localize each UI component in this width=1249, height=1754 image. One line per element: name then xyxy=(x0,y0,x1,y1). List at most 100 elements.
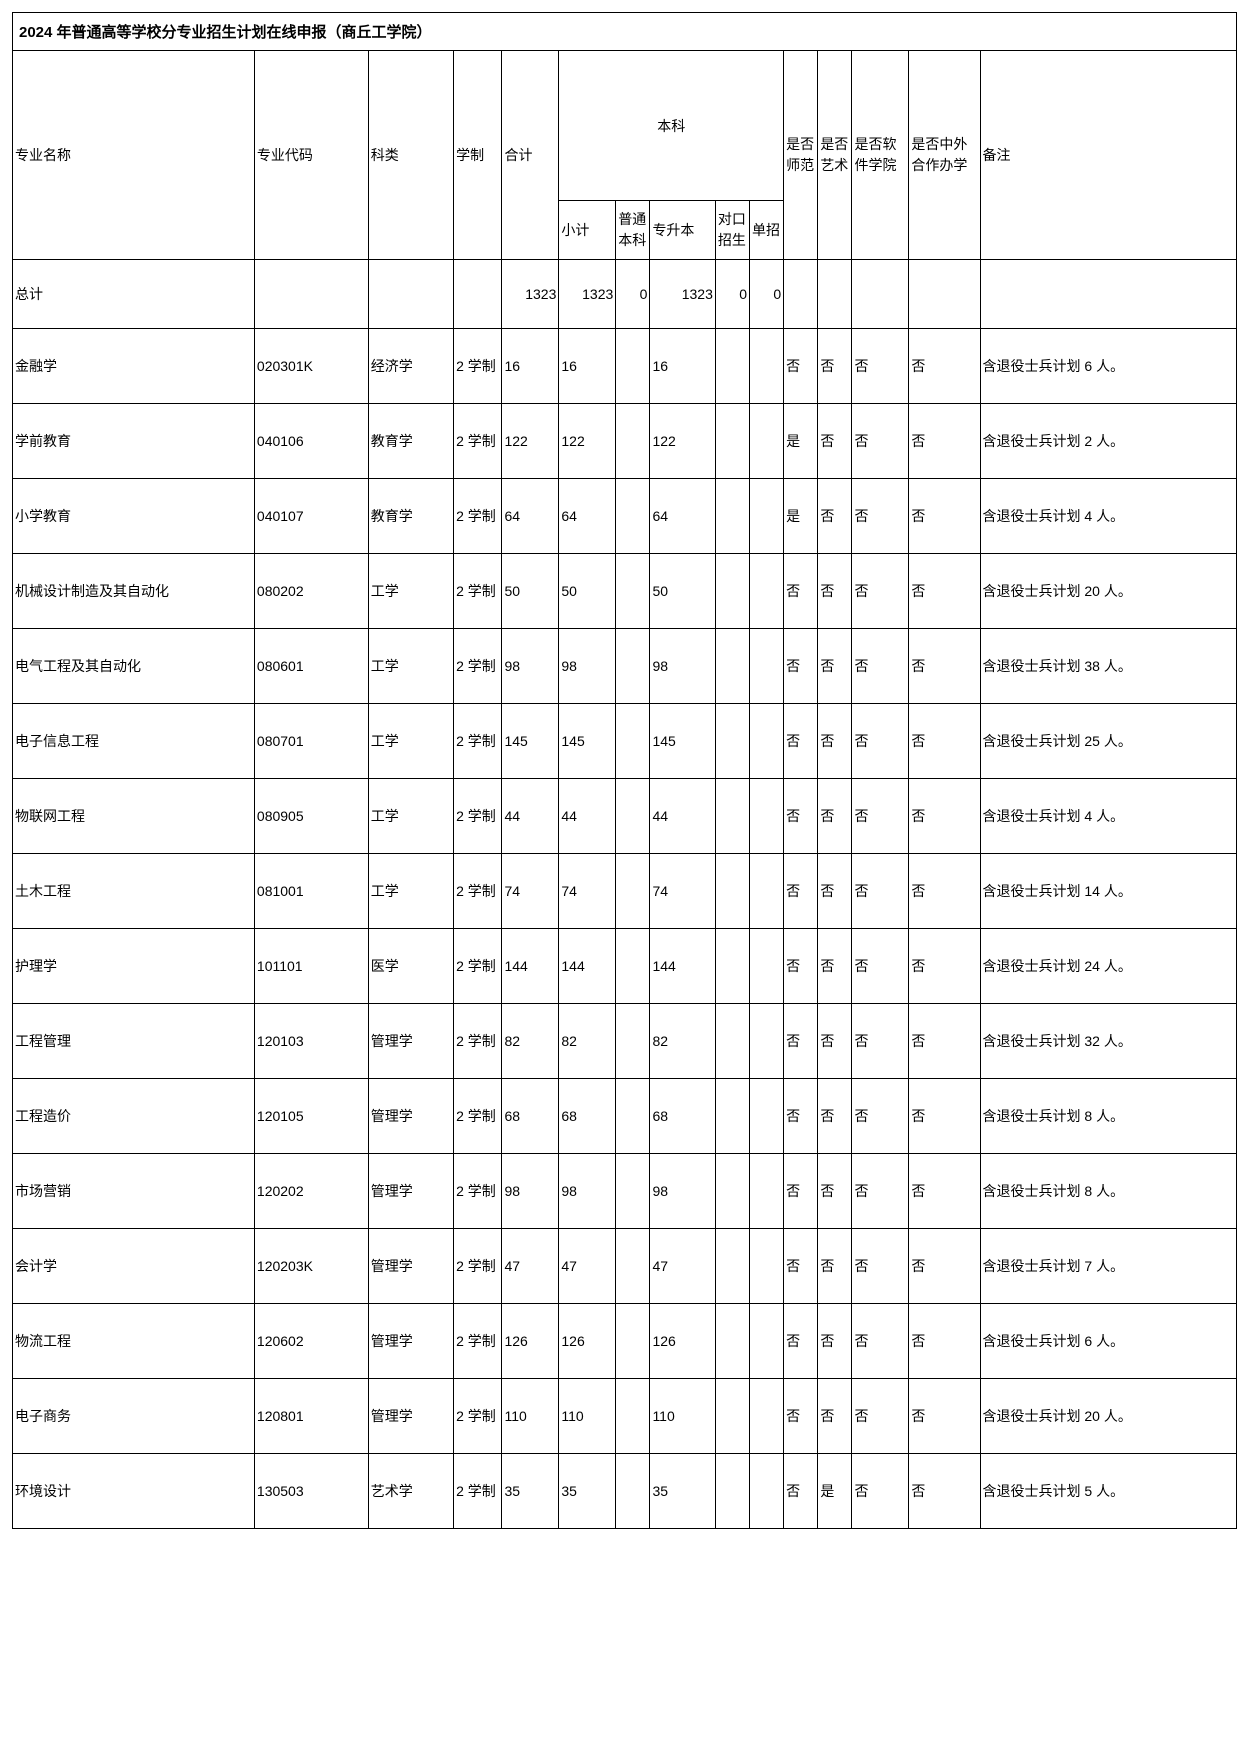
cell-years: 2 学制 xyxy=(454,704,502,779)
cell-code: 080905 xyxy=(254,779,368,854)
cell-name: 小学教育 xyxy=(13,479,255,554)
cell-name: 土木工程 xyxy=(13,854,255,929)
cell-zhongwai: 否 xyxy=(909,854,980,929)
cell-dz xyxy=(750,554,784,629)
cell-dkzs xyxy=(715,629,749,704)
cell-shifan: 否 xyxy=(784,1229,818,1304)
table-row: 物联网工程080905工学2 学制444444否否否否含退役士兵计划 4 人。 xyxy=(13,779,1237,854)
cell-ruanjian: 否 xyxy=(852,704,909,779)
cell-dz xyxy=(750,704,784,779)
cell-zhongwai: 否 xyxy=(909,779,980,854)
cell-zsb: 144 xyxy=(650,929,715,1004)
cell-name: 电子信息工程 xyxy=(13,704,255,779)
cell-years: 2 学制 xyxy=(454,1154,502,1229)
cell-notes: 含退役士兵计划 20 人。 xyxy=(980,554,1237,629)
cell-zsb: 110 xyxy=(650,1379,715,1454)
cell-total: 50 xyxy=(502,554,559,629)
cell-name: 市场营销 xyxy=(13,1154,255,1229)
cell-subtotal: 16 xyxy=(559,329,616,404)
cell-zhongwai: 否 xyxy=(909,1229,980,1304)
cell-notes: 含退役士兵计划 20 人。 xyxy=(980,1379,1237,1454)
totals-code xyxy=(254,260,368,329)
cell-zsb: 122 xyxy=(650,404,715,479)
cell-code: 080601 xyxy=(254,629,368,704)
cell-code: 080202 xyxy=(254,554,368,629)
table-row: 工程管理120103管理学2 学制828282否否否否含退役士兵计划 32 人。 xyxy=(13,1004,1237,1079)
cell-shifan: 否 xyxy=(784,854,818,929)
hdr-shifan: 是否师范 xyxy=(784,51,818,260)
cell-yishu: 否 xyxy=(818,1379,852,1454)
cell-ruanjian: 否 xyxy=(852,779,909,854)
cell-code: 040106 xyxy=(254,404,368,479)
cell-notes: 含退役士兵计划 4 人。 xyxy=(980,779,1237,854)
cell-code: 120602 xyxy=(254,1304,368,1379)
cell-shifan: 否 xyxy=(784,704,818,779)
cell-subtotal: 98 xyxy=(559,629,616,704)
cell-dz xyxy=(750,854,784,929)
cell-dkzs xyxy=(715,704,749,779)
table-row: 电子信息工程080701工学2 学制145145145否否否否含退役士兵计划 2… xyxy=(13,704,1237,779)
cell-name: 学前教育 xyxy=(13,404,255,479)
cell-years: 2 学制 xyxy=(454,1379,502,1454)
table-row: 学前教育040106教育学2 学制122122122是否否否含退役士兵计划 2 … xyxy=(13,404,1237,479)
cell-zhongwai: 否 xyxy=(909,1454,980,1529)
cell-name: 会计学 xyxy=(13,1229,255,1304)
cell-code: 120202 xyxy=(254,1154,368,1229)
hdr-total: 合计 xyxy=(502,51,559,260)
cell-total: 110 xyxy=(502,1379,559,1454)
cell-yishu: 否 xyxy=(818,704,852,779)
cell-yishu: 否 xyxy=(818,1079,852,1154)
cell-name: 工程造价 xyxy=(13,1079,255,1154)
cell-dkzs xyxy=(715,479,749,554)
cell-dz xyxy=(750,1004,784,1079)
cell-dkzs xyxy=(715,1454,749,1529)
cell-dkzs xyxy=(715,1154,749,1229)
cell-shifan: 否 xyxy=(784,1304,818,1379)
totals-zhongwai xyxy=(909,260,980,329)
cell-ptbk xyxy=(616,1379,650,1454)
cell-category: 管理学 xyxy=(368,1304,453,1379)
cell-total: 82 xyxy=(502,1004,559,1079)
cell-name: 物流工程 xyxy=(13,1304,255,1379)
cell-dkzs xyxy=(715,1304,749,1379)
totals-years xyxy=(454,260,502,329)
cell-ruanjian: 否 xyxy=(852,1379,909,1454)
hdr-dz: 单招 xyxy=(750,201,784,260)
hdr-notes: 备注 xyxy=(980,51,1237,260)
cell-code: 081001 xyxy=(254,854,368,929)
cell-ruanjian: 否 xyxy=(852,1079,909,1154)
cell-yishu: 否 xyxy=(818,554,852,629)
totals-shifan xyxy=(784,260,818,329)
cell-years: 2 学制 xyxy=(454,1229,502,1304)
cell-ptbk xyxy=(616,404,650,479)
cell-zhongwai: 否 xyxy=(909,929,980,1004)
hdr-ptbk: 普通本科 xyxy=(616,201,650,260)
cell-total: 98 xyxy=(502,1154,559,1229)
cell-zhongwai: 否 xyxy=(909,629,980,704)
cell-years: 2 学制 xyxy=(454,329,502,404)
cell-dkzs xyxy=(715,1079,749,1154)
cell-notes: 含退役士兵计划 6 人。 xyxy=(980,329,1237,404)
cell-dkzs xyxy=(715,1229,749,1304)
cell-zsb: 68 xyxy=(650,1079,715,1154)
cell-total: 74 xyxy=(502,854,559,929)
cell-total: 144 xyxy=(502,929,559,1004)
table-row: 小学教育040107教育学2 学制646464是否否否含退役士兵计划 4 人。 xyxy=(13,479,1237,554)
cell-shifan: 否 xyxy=(784,329,818,404)
cell-years: 2 学制 xyxy=(454,1304,502,1379)
cell-subtotal: 50 xyxy=(559,554,616,629)
cell-category: 管理学 xyxy=(368,1079,453,1154)
cell-ptbk xyxy=(616,479,650,554)
cell-notes: 含退役士兵计划 38 人。 xyxy=(980,629,1237,704)
cell-total: 64 xyxy=(502,479,559,554)
cell-category: 艺术学 xyxy=(368,1454,453,1529)
table-row: 工程造价120105管理学2 学制686868否否否否含退役士兵计划 8 人。 xyxy=(13,1079,1237,1154)
cell-dz xyxy=(750,1229,784,1304)
cell-dkzs xyxy=(715,329,749,404)
hdr-zhongwai: 是否中外合作办学 xyxy=(909,51,980,260)
cell-ptbk xyxy=(616,704,650,779)
cell-name: 机械设计制造及其自动化 xyxy=(13,554,255,629)
cell-code: 120105 xyxy=(254,1079,368,1154)
cell-code: 080701 xyxy=(254,704,368,779)
cell-ruanjian: 否 xyxy=(852,1004,909,1079)
